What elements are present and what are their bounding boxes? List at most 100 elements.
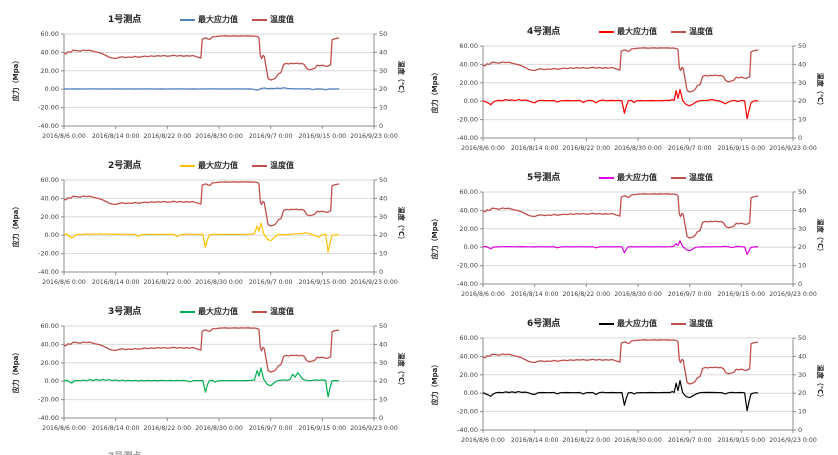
svg-text:2016/8/6 0:00: 2016/8/6 0:00 — [461, 291, 505, 298]
svg-text:0.00: 0.00 — [45, 85, 59, 93]
svg-text:40.00: 40.00 — [40, 194, 59, 202]
left-axis-title: 应力（Mpa） — [12, 348, 20, 394]
svg-text:40: 40 — [798, 60, 806, 68]
svg-text:10: 10 — [379, 396, 387, 404]
legend-label-stress: 最大应力值 — [198, 161, 238, 170]
chart-legend: 最大应力值 温度值 — [180, 160, 294, 171]
svg-text:2016/9/7 0:00: 2016/9/7 0:00 — [668, 437, 712, 444]
right-axis-title: 温度（℃） — [816, 72, 824, 110]
legend-label-temperature: 温度值 — [270, 307, 294, 316]
svg-text:2016/9/23 0:00: 2016/9/23 0:00 — [350, 279, 398, 286]
svg-text:10: 10 — [798, 116, 806, 124]
svg-text:2016/8/6 0:00: 2016/8/6 0:00 — [461, 145, 505, 152]
svg-text:-20.00: -20.00 — [38, 396, 59, 404]
left-axis-title: 应力（Mpa） — [12, 56, 20, 102]
temp-legend-swatch — [252, 310, 267, 313]
chart-panel-point-5: 5号测点 最大应力值 温度值 60.00 40.00 20.00 0.00 -20.00… — [419, 163, 838, 309]
svg-text:-20.00: -20.00 — [457, 116, 478, 124]
chart-title: 6号测点 — [527, 319, 561, 329]
svg-text:40.00: 40.00 — [459, 352, 478, 360]
svg-text:40: 40 — [379, 194, 387, 202]
svg-text:2016/8/22 0:00: 2016/8/22 0:00 — [563, 145, 611, 152]
legend-item-stress: 最大应力值 — [599, 26, 657, 37]
svg-text:50: 50 — [379, 177, 387, 184]
next-chart-title-partial: 7号测点 — [108, 449, 141, 455]
svg-text:60.00: 60.00 — [459, 43, 478, 50]
chart-title: 3号测点 — [108, 307, 142, 317]
legend-label-stress: 最大应力值 — [617, 319, 657, 328]
svg-text:2016/8/30 0:00: 2016/8/30 0:00 — [614, 145, 662, 152]
svg-text:40.00: 40.00 — [40, 340, 59, 348]
stress-legend-swatch — [180, 18, 195, 21]
svg-text:40: 40 — [798, 206, 806, 214]
chart-header: 5号测点 最大应力值 温度值 — [419, 163, 838, 189]
stress-legend-swatch — [180, 310, 195, 313]
svg-text:10: 10 — [798, 262, 806, 270]
svg-text:20: 20 — [798, 97, 806, 105]
svg-text:2016/9/7 0:00: 2016/9/7 0:00 — [249, 425, 293, 432]
chart-legend: 最大应力值 温度值 — [180, 306, 294, 317]
svg-text:30: 30 — [379, 67, 387, 75]
svg-text:2016/8/30 0:00: 2016/8/30 0:00 — [195, 425, 243, 432]
svg-text:-40.00: -40.00 — [38, 414, 59, 422]
legend-label-stress: 最大应力值 — [617, 173, 657, 182]
chart-plot: 60.0040.0020.000.00-20.00-40.00504030201… — [38, 323, 398, 432]
svg-text:2016/8/22 0:00: 2016/8/22 0:00 — [144, 279, 192, 286]
svg-text:20.00: 20.00 — [459, 371, 478, 379]
svg-text:20.00: 20.00 — [459, 79, 478, 87]
legend-item-temperature: 温度值 — [671, 172, 713, 183]
chart-plot: 60.0040.0020.000.00-20.00-40.00504030201… — [38, 31, 398, 140]
svg-text:2016/8/14 0:00: 2016/8/14 0:00 — [92, 425, 140, 432]
legend-label-stress: 最大应力值 — [617, 27, 657, 36]
chart-header: 4号测点 最大应力值 温度值 — [419, 17, 838, 43]
legend-label-stress: 最大应力值 — [198, 15, 238, 24]
svg-text:2016/9/15 0:00: 2016/9/15 0:00 — [299, 279, 347, 286]
right-column: 4号测点 最大应力值 温度值 60.00 40.00 20.00 0.00 -20.00… — [419, 0, 838, 455]
legend-label-temperature: 温度值 — [270, 161, 294, 170]
chart-title: 4号测点 — [527, 27, 561, 37]
svg-text:-20.00: -20.00 — [457, 408, 478, 416]
svg-text:2016/8/22 0:00: 2016/8/22 0:00 — [144, 425, 192, 432]
legend-item-temperature: 温度值 — [252, 160, 294, 171]
right-axis-title: 温度（℃） — [816, 364, 824, 402]
temp-legend-swatch — [671, 30, 686, 33]
svg-text:20.00: 20.00 — [40, 213, 59, 221]
svg-text:2016/9/15 0:00: 2016/9/15 0:00 — [299, 133, 347, 140]
svg-text:50: 50 — [379, 323, 387, 330]
svg-text:20.00: 20.00 — [40, 67, 59, 75]
svg-text:2016/9/15 0:00: 2016/9/15 0:00 — [718, 145, 766, 152]
legend-item-temperature: 温度值 — [252, 306, 294, 317]
svg-text:-20.00: -20.00 — [38, 250, 59, 258]
svg-text:40.00: 40.00 — [459, 60, 478, 68]
legend-item-stress: 最大应力值 — [180, 306, 238, 317]
chart-title: 1号测点 — [108, 15, 142, 25]
svg-text:2016/8/30 0:00: 2016/8/30 0:00 — [614, 437, 662, 444]
chart-panel-point-1: 1号测点 最大应力值 温度值 60.00 40.00 20.00 0.00 -20.00… — [0, 5, 419, 151]
chart-panel-point-3: 3号测点 最大应力值 温度值 60.00 40.00 20.00 0.00 -20.00… — [0, 297, 419, 443]
chart-panel-point-6: 6号测点 最大应力值 温度值 60.00 40.00 20.00 0.00 -20.00… — [419, 309, 838, 455]
legend-item-stress: 最大应力值 — [599, 318, 657, 329]
svg-text:20: 20 — [379, 85, 387, 93]
chart-header: 2号测点 最大应力值 温度值 — [0, 151, 419, 177]
left-axis-title: 应力（Mpa） — [431, 360, 439, 406]
svg-text:2016/8/30 0:00: 2016/8/30 0:00 — [195, 279, 243, 286]
svg-text:0: 0 — [379, 414, 383, 422]
left-axis-title: 应力（Mpa） — [431, 214, 439, 260]
right-axis-title: 温度（℃） — [397, 352, 405, 390]
svg-text:2016/8/30 0:00: 2016/8/30 0:00 — [614, 291, 662, 298]
svg-text:2016/9/15 0:00: 2016/9/15 0:00 — [718, 437, 766, 444]
svg-text:2016/9/23 0:00: 2016/9/23 0:00 — [350, 425, 398, 432]
svg-text:50: 50 — [798, 43, 806, 50]
svg-text:2016/9/23 0:00: 2016/9/23 0:00 — [350, 133, 398, 140]
svg-text:0.00: 0.00 — [45, 231, 59, 239]
svg-text:20.00: 20.00 — [459, 225, 478, 233]
svg-text:40: 40 — [798, 352, 806, 360]
svg-text:2016/8/14 0:00: 2016/8/14 0:00 — [92, 133, 140, 140]
stress-legend-swatch — [599, 322, 614, 325]
svg-text:60.00: 60.00 — [40, 177, 59, 184]
legend-item-stress: 最大应力值 — [180, 160, 238, 171]
chart-header: 6号测点 最大应力值 温度值 — [419, 309, 838, 335]
svg-text:-40.00: -40.00 — [457, 280, 478, 288]
svg-text:-40.00: -40.00 — [457, 426, 478, 434]
svg-text:2016/9/23 0:00: 2016/9/23 0:00 — [769, 437, 817, 444]
